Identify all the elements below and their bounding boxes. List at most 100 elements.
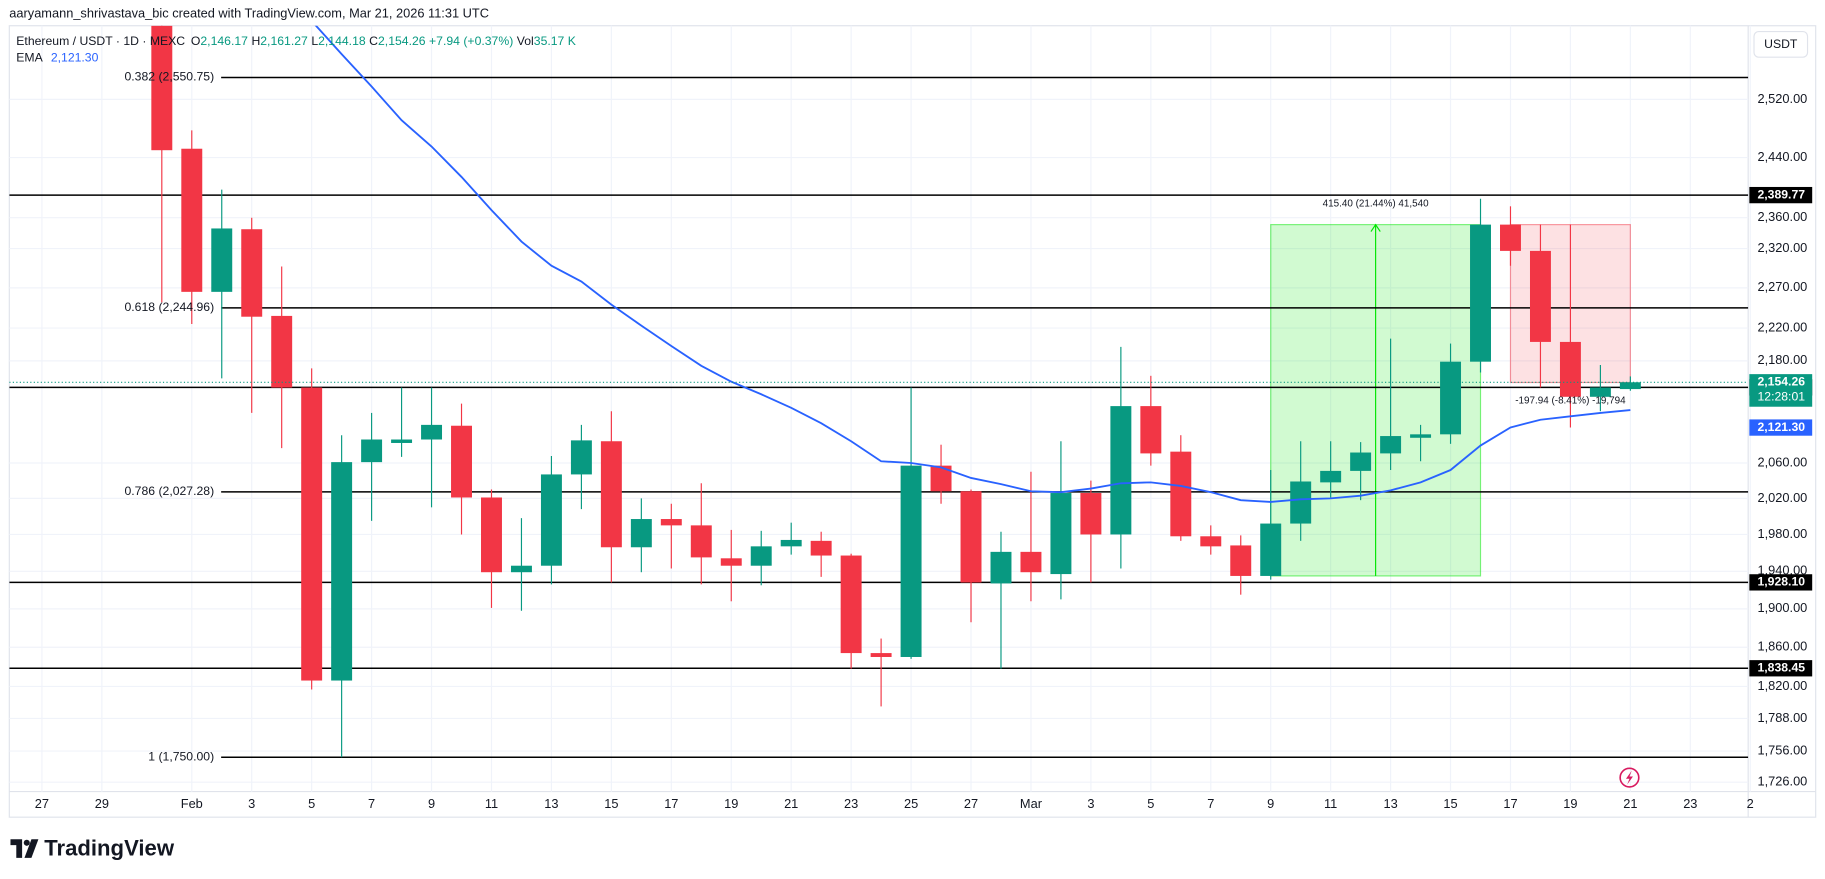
y-tick-label: 1,980.00 [1757, 526, 1807, 541]
candle-body [391, 439, 413, 443]
candle-body [1260, 523, 1282, 576]
candle-body [570, 440, 592, 475]
x-tick-label: 13 [1383, 796, 1397, 811]
x-tick-label: 19 [724, 796, 738, 811]
x-tick-label: 25 [904, 796, 918, 811]
x-tick-label: 13 [544, 796, 558, 811]
candle-body [750, 546, 772, 566]
legend-key: C [369, 34, 378, 48]
position-label: 415.40 (21.44%) 41,540 [1323, 198, 1429, 209]
candle-body [660, 519, 682, 526]
candle-body [1589, 387, 1611, 397]
candle-body [1320, 470, 1342, 483]
x-tick-label: 17 [664, 796, 678, 811]
x-tick-label: 21 [1623, 796, 1637, 811]
axes: 1,726.00 1,756.00 1,788.00 1,820.00 1,860.00… [35, 91, 1813, 811]
candle-body [930, 465, 952, 492]
y-tick-label: 2,060.00 [1757, 454, 1807, 469]
candle-body [1080, 493, 1102, 535]
candle-body [1290, 481, 1312, 524]
candle-body [1200, 536, 1222, 547]
ema-value: 2,121.30 [51, 51, 99, 65]
plot-area [9, 25, 1749, 758]
candle-body [271, 315, 293, 388]
candle-body [1230, 545, 1252, 576]
x-tick-label: 7 [368, 796, 375, 811]
legend-key: H [251, 34, 260, 48]
last-price-label: 2,154.26 [1757, 375, 1805, 389]
candle-body [600, 441, 622, 548]
x-tick-label: 23 [1683, 796, 1697, 811]
candle-body [1350, 452, 1372, 471]
countdown: 12:28:01 [1757, 390, 1805, 404]
legend-key: Vol [517, 34, 534, 48]
x-tick-label: 17 [1503, 796, 1517, 811]
x-tick-label: 11 [485, 796, 498, 811]
candle-body [990, 551, 1012, 584]
candle-body [361, 439, 383, 463]
x-tick-label: 11 [1324, 796, 1337, 811]
ema-tag-bg [1749, 419, 1813, 436]
legend-key: L [311, 34, 318, 48]
last-price-tag-bg [1749, 374, 1813, 407]
legend-values: O2,146.17 H2,161.27 L2,144.18 C2,154.26 +7.9… [191, 34, 577, 48]
x-tick-label: 15 [604, 796, 618, 811]
candle-body [1020, 551, 1042, 573]
candle-body [960, 491, 982, 583]
currency-label[interactable]: USDT [1764, 37, 1798, 51]
y-tick-label: 2,360.00 [1757, 209, 1807, 224]
x-tick-label: 15 [1443, 796, 1457, 811]
x-tick-label: 27 [964, 796, 978, 811]
x-tick-label: Mar [1020, 796, 1043, 811]
y-tick-label: 1,820.00 [1757, 678, 1807, 693]
price-tag-bg [1749, 574, 1813, 591]
y-tick-label: 1,726.00 [1757, 774, 1807, 789]
y-tick-label: 2,180.00 [1757, 352, 1807, 367]
y-tick-label: 1,940.00 [1757, 563, 1807, 578]
x-tick-label: 3 [1087, 796, 1094, 811]
ema-tag-label: 2,121.30 [1757, 420, 1805, 434]
price-tag-label: 1,928.10 [1757, 575, 1805, 589]
ema-name: EMA [16, 51, 43, 65]
x-tick-label: 9 [428, 796, 435, 811]
candle-body [540, 474, 562, 566]
position-label: -197.94 (-8.41%) -19,794 [1515, 396, 1626, 407]
fib-label: 0.382 (2,550.75) [124, 70, 214, 84]
candle-body [1529, 250, 1551, 342]
x-tick-label: 7 [1207, 796, 1214, 811]
candle-body [1619, 382, 1641, 390]
legend-value: 2,146.17 [200, 34, 248, 48]
candle-body [690, 525, 712, 558]
x-tick-label: 9 [1267, 796, 1274, 811]
candle-body [720, 558, 742, 566]
candle-body [900, 465, 922, 657]
lightning-icon[interactable] [1619, 767, 1640, 788]
y-tick-label: 2,220.00 [1757, 319, 1807, 334]
candle-body [211, 228, 233, 292]
currency-button[interactable] [1753, 30, 1809, 58]
legend-symbol: Ethereum / USDT · 1D · MEXC [16, 34, 185, 48]
x-tick-label: 19 [1563, 796, 1577, 811]
candle-body [1470, 224, 1491, 362]
frame [8, 25, 1817, 818]
price-tag-bg [1749, 660, 1813, 677]
candle-body [451, 425, 472, 498]
y-tick-label: 2,520.00 [1757, 91, 1807, 106]
x-tick-label: 21 [784, 796, 798, 811]
candle-body [481, 497, 502, 573]
fib-label: 0.786 (2,027.28) [124, 484, 214, 498]
candle-body [510, 565, 532, 573]
price-tag-label: 1,838.45 [1757, 661, 1805, 675]
header: aaryamann_shrivastava_bic created with T… [9, 5, 489, 20]
x-tick-label: 3 [248, 796, 255, 811]
x-tick-label: 2 [1747, 796, 1754, 811]
y-tick-label: 1,860.00 [1757, 639, 1807, 654]
y-tick-label: 2,270.00 [1757, 279, 1807, 294]
price-tag-bg [1749, 186, 1813, 204]
legend-value: 2,161.27 [260, 34, 308, 48]
candle-body [840, 555, 862, 654]
x-tick-label: 5 [308, 796, 315, 811]
x-tick-label: 27 [35, 796, 49, 811]
